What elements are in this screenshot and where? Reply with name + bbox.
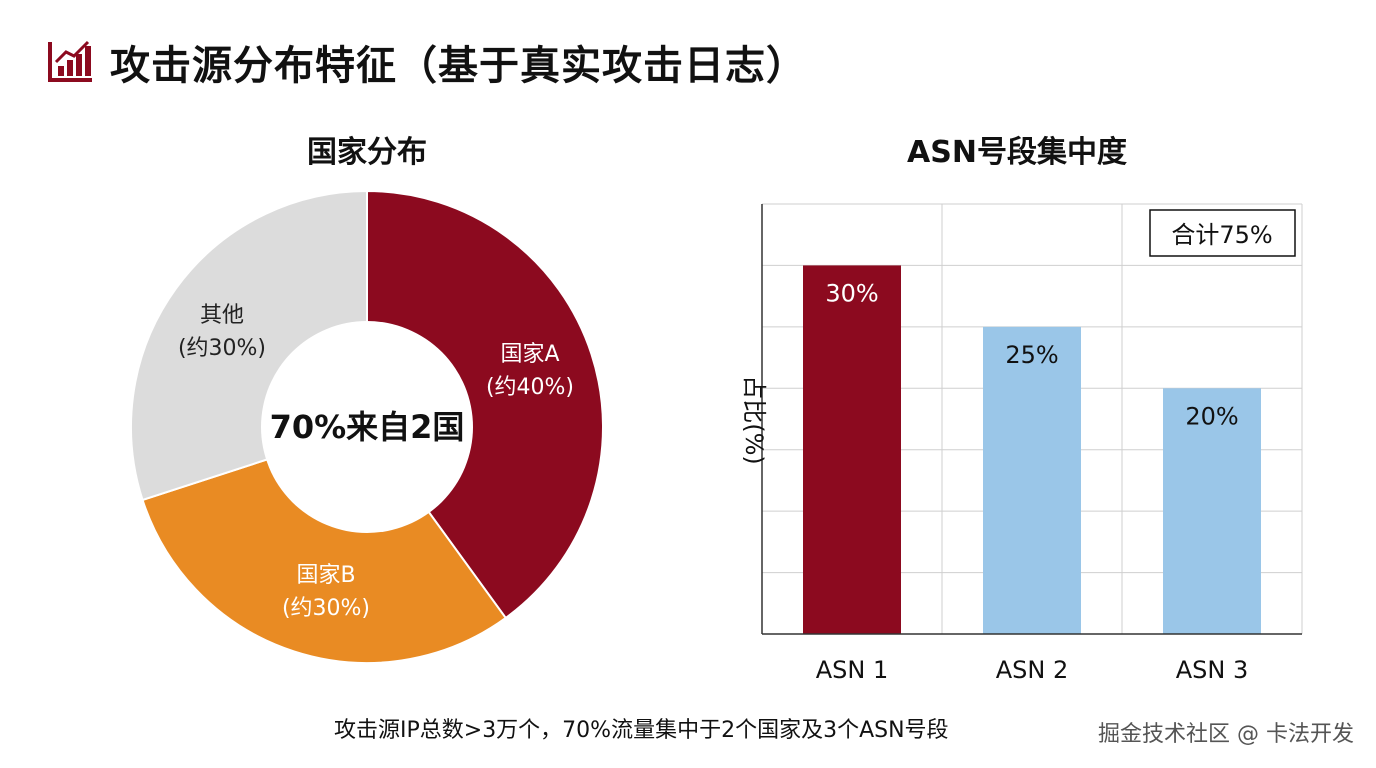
- watermark: 掘金技术社区 @ 卡法开发: [1098, 722, 1354, 747]
- donut-chart-title: 国家分布: [307, 135, 427, 170]
- donut-center-label: 70%来自2国: [270, 408, 465, 446]
- bar-2: [983, 326, 1081, 634]
- page-title: 攻击源分布特征（基于真实攻击日志）: [110, 43, 807, 89]
- total-annotation-label: 合计75%: [1171, 221, 1272, 249]
- title-bar: 攻击源分布特征（基于真实攻击日志）: [46, 34, 807, 90]
- donut-slice-0: [366, 189, 604, 620]
- country-donut-chart: 国家分布 70%来自2国 国家A (约40%) 国家B (约30%) 其他 (约…: [130, 135, 604, 664]
- total-annotation-box: [1149, 209, 1296, 257]
- slice-name-other: 其他: [200, 303, 244, 328]
- bar-value-label-1: 30%: [825, 279, 878, 307]
- donut-slice-1: [141, 425, 508, 664]
- bar-3: [1163, 388, 1261, 634]
- slice-label-country-b: (约30%): [282, 596, 370, 621]
- x-tick-label-3: ASN 3: [1176, 656, 1249, 684]
- bar-chart-trend-icon: [48, 40, 92, 82]
- slice-name-country-b: 国家B: [296, 563, 355, 588]
- donut-hole: [261, 321, 473, 533]
- x-tick-label-1: ASN 1: [816, 656, 889, 684]
- slice-name-country-a: 国家A: [500, 342, 559, 367]
- slice-label-other: (约30%): [178, 336, 266, 361]
- bar-value-label-3: 20%: [1185, 402, 1238, 430]
- bar-1: [803, 265, 901, 634]
- bar-value-label-2: 25%: [1005, 341, 1058, 369]
- bar-bars: 30% 25% 20%: [803, 265, 1261, 634]
- x-tick-label-2: ASN 2: [996, 656, 1069, 684]
- slice-label-country-a: (约40%): [486, 375, 574, 400]
- bar-y-axis-label: 占比(%): [740, 375, 768, 465]
- footnote: 攻击源IP总数>3万个，70%流量集中于2个国家及3个ASN号段: [334, 718, 949, 743]
- bar-chart-title: ASN号段集中度: [907, 135, 1127, 170]
- bar-x-ticks: ASN 1 ASN 2 ASN 3: [816, 656, 1249, 684]
- asn-bar-chart: ASN号段集中度 30% 25% 20% ASN 1 ASN 2 ASN 3 占比(%)…: [740, 135, 1303, 684]
